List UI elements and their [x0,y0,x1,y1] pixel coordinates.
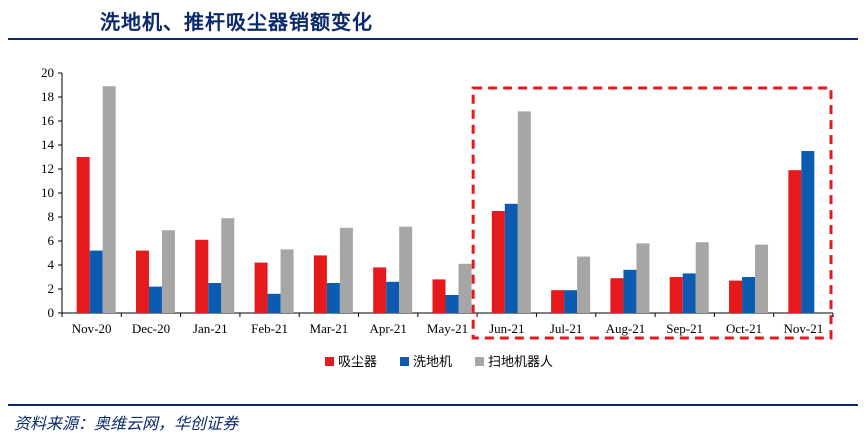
legend-label: 吸尘器 [338,355,377,370]
bar-vacuum [729,280,743,313]
bar-floor-washer [89,250,103,313]
bar-vacuum [669,277,683,313]
footer-rule [8,404,858,406]
bar-floor-washer [801,151,815,313]
bar-robot [636,243,650,313]
y-tick-label: 18 [41,89,54,104]
bar-floor-washer [326,283,340,313]
bar-robot [339,227,353,313]
bar-chart: 0 2 4 6 8 10 12 14 16 18 20 Nov-20 Dec-20 Jan-21 Feb-2… [41,65,834,370]
y-tick-label: 6 [48,233,55,248]
legend-label: 洗地机 [413,355,452,370]
x-tick-label: Aug-21 [606,321,646,336]
source-note: 资料来源：奥维云网，华创证券 [14,414,239,433]
legend-label: 扫地机器人 [488,355,553,370]
y-tick-label: 20 [41,65,54,80]
bar-robot [695,242,709,313]
y-tick-label: 4 [48,257,55,272]
x-tick-label: Jun-21 [489,321,524,336]
y-tick-label: 8 [48,209,55,224]
bar-vacuum [76,157,90,313]
bar-robot [399,226,413,313]
bar-vacuum [551,290,565,313]
bar-robot [755,244,769,313]
bar-floor-washer [148,286,162,313]
bar-vacuum [788,170,802,313]
x-tick-label: Dec-20 [132,321,170,336]
x-tick-label: Oct-21 [726,321,762,336]
bar-robot [458,263,472,313]
bar-robot [102,86,116,313]
x-tick-label: May-21 [427,321,468,336]
x-tick-label: Mar-21 [310,321,349,336]
bar-robot [161,230,175,313]
legend-swatch [400,357,409,366]
highlight-box [471,86,833,340]
bar-floor-washer [742,277,756,313]
bar-robot [517,111,531,314]
y-tick-label: 10 [41,185,54,200]
legend-swatch [325,357,334,366]
x-tick-label: Jan-21 [193,321,228,336]
bar-vacuum [491,211,505,313]
bar-vacuum [254,262,268,313]
bar-floor-washer [682,273,696,313]
bar-vacuum [432,279,446,313]
bar-vacuum [313,255,327,313]
title-underline [8,38,858,40]
x-tick-label: Nov-21 [783,321,823,336]
chart-title: 洗地机、推杆吸尘器销额变化 [100,10,373,34]
bar-floor-washer [208,283,222,313]
bar-robot [577,256,591,313]
x-tick-label: Sep-21 [666,321,703,336]
bar-floor-washer [267,293,281,313]
y-tick-label: 14 [41,137,55,152]
bar-vacuum [135,250,149,313]
x-tick-label: Jul-21 [550,321,583,336]
bar-floor-washer [623,269,637,313]
bar-floor-washer [564,290,578,313]
bar-robot [280,249,294,313]
x-tick-label: Feb-21 [251,321,288,336]
y-tick-label: 2 [48,281,55,296]
x-tick-label: Apr-21 [370,321,407,336]
bar-vacuum [195,239,209,313]
y-tick-label: 16 [41,113,55,128]
bar-vacuum [373,267,387,313]
bar-floor-washer [445,295,459,313]
bar-floor-washer [386,281,400,313]
bar-floor-washer [504,203,518,313]
x-tick-label: Nov-20 [72,321,112,336]
bar-vacuum [610,278,624,313]
bar-robot [221,218,235,313]
y-tick-label: 12 [41,161,54,176]
legend-swatch [475,357,484,366]
y-tick-label: 0 [48,305,55,320]
